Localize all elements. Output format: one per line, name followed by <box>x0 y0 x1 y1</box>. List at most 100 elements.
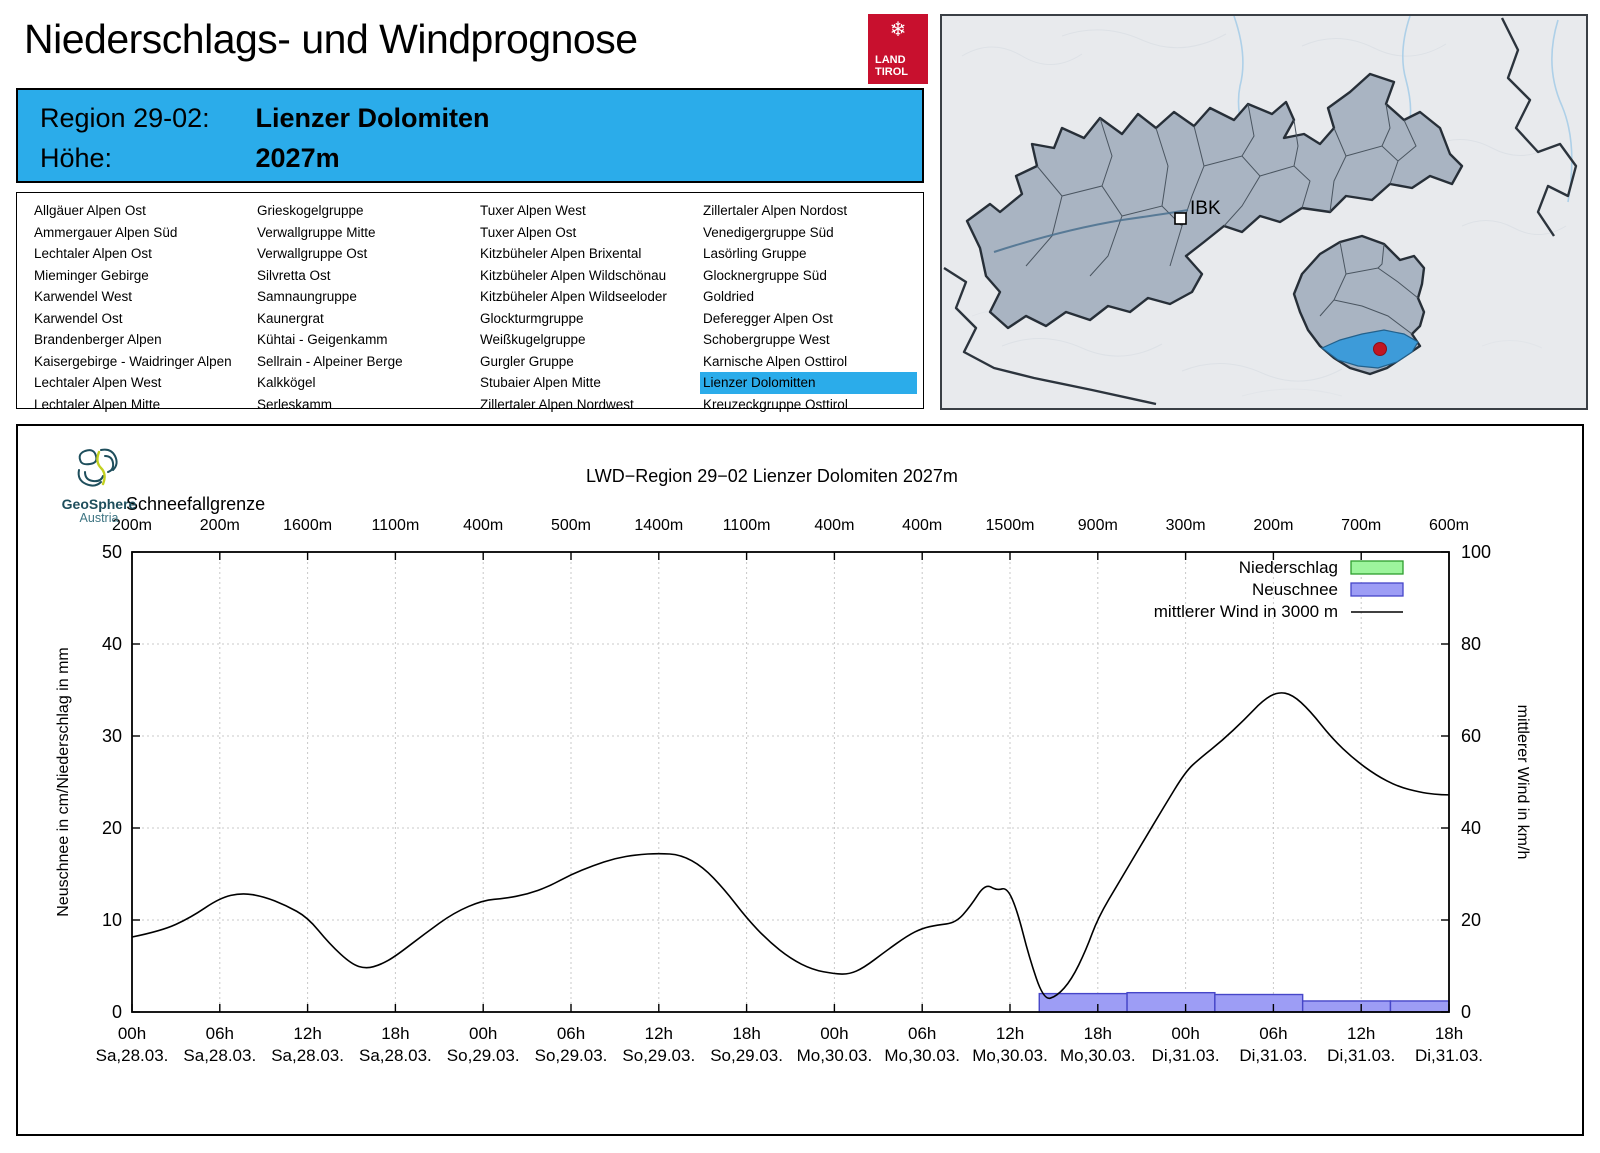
x-date-label: Di,31.03. <box>1327 1046 1395 1065</box>
map-selected-region[interactable] <box>1320 329 1419 369</box>
y-left-tick-label: 40 <box>102 634 122 654</box>
snowline-value: 200m <box>200 517 240 534</box>
x-date-label: So,29.03. <box>710 1046 783 1065</box>
region-list-item[interactable]: Weißkugelgruppe <box>480 332 586 347</box>
snowline-value: 400m <box>902 517 942 534</box>
logo-line2: TIROL <box>875 66 908 78</box>
region-list-item[interactable]: Grieskogelgruppe <box>257 203 364 218</box>
region-list-item[interactable]: Zillertaler Alpen Nordwest <box>480 396 634 412</box>
chart-title: LWD−Region 29−02 Lienzer Dolomiten 2027m <box>586 466 958 486</box>
region-list-item[interactable]: Sellrain - Alpeiner Berge <box>257 353 403 369</box>
y-left-tick-label: 50 <box>102 542 122 562</box>
legend-label: Neuschnee <box>1252 580 1338 599</box>
geosphere-logo: GeoSphere Austria <box>54 446 144 526</box>
x-date-label: Sa,28.03. <box>96 1046 169 1065</box>
neuschnee-bar <box>1038 992 1128 1013</box>
region-list-column: Allgäuer Alpen Ost Ammergauer Alpen Süd Le… <box>31 200 254 412</box>
region-list-item[interactable]: Lechtaler Alpen West <box>34 375 162 390</box>
snowline-value: 400m <box>463 517 503 534</box>
map-svg: IBK <box>943 16 1578 406</box>
region-list-item[interactable]: Ammergauer Alpen Süd <box>34 224 178 240</box>
region-list-item[interactable]: Kühtai - Geigenkamm <box>257 332 388 347</box>
y-right-tick-label: 80 <box>1461 634 1481 654</box>
x-hour-label: 18h <box>381 1024 409 1043</box>
inn-river-line <box>993 209 1189 253</box>
region-list-item[interactable]: Kalkkögel <box>257 375 316 390</box>
region-list-item[interactable]: Verwallgruppe Ost <box>257 246 368 261</box>
region-list-item[interactable]: Kaunergrat <box>257 310 324 326</box>
altitude-label: Höhe: <box>40 143 113 173</box>
map-region-east-tirol <box>1292 234 1426 376</box>
region-list-item[interactable]: Glocknergruppe Süd <box>703 267 827 283</box>
region-list-item[interactable]: Stubaier Alpen Mitte <box>480 375 601 390</box>
region-list-item[interactable]: Tuxer Alpen Ost <box>480 224 577 240</box>
snowline-value: 300m <box>1166 517 1206 534</box>
y-right-tick-label: 40 <box>1461 818 1481 838</box>
y-left-axis-title: Neuschnee in cm/Niederschlag in mm <box>55 647 72 916</box>
region-list-item[interactable]: Lechtaler Alpen Mitte <box>34 396 161 412</box>
legend-swatch-box <box>1350 582 1404 597</box>
region-list-item[interactable]: Mieminger Gebirge <box>34 267 149 283</box>
region-list-item[interactable]: Gurgler Gruppe <box>480 353 574 369</box>
region-list-column: Tuxer Alpen West Tuxer Alpen Ost Kitzbühel… <box>477 200 700 412</box>
x-hour-label: 12h <box>645 1024 673 1043</box>
snowline-value: 200m <box>112 517 152 534</box>
snowline-value: 1400m <box>634 517 683 534</box>
x-date-label: So,29.03. <box>447 1046 520 1065</box>
legend-label: mittlerer Wind in 3000 m <box>1154 602 1338 621</box>
region-list-item[interactable]: Allgäuer Alpen Ost <box>34 203 146 218</box>
region-list-item[interactable]: Goldried <box>703 289 755 304</box>
region-list-column: Zillertaler Alpen Nordost Venedigergruppe… <box>700 200 923 412</box>
y-left-tick-label: 20 <box>102 818 122 838</box>
region-list-item[interactable]: Samnaungruppe <box>257 289 357 304</box>
snowline-value: 1100m <box>723 517 771 534</box>
region-list-item[interactable]: Brandenberger Alpen <box>34 332 162 347</box>
x-date-label: Mo,30.03. <box>797 1046 873 1065</box>
region-list-item[interactable]: Karnische Alpen Osttirol <box>703 353 848 369</box>
x-hour-label: 00h <box>118 1024 146 1043</box>
geosphere-name: GeoSphere <box>61 496 137 512</box>
x-date-label: Mo,30.03. <box>972 1046 1048 1065</box>
region-list-item[interactable]: Glockturmgruppe <box>480 310 584 326</box>
x-hour-label: 12h <box>996 1024 1024 1043</box>
geosphere-logo-icon <box>77 448 118 487</box>
region-list-item[interactable]: Lechtaler Alpen Ost <box>34 246 152 261</box>
y-left-tick-label: 0 <box>112 1002 122 1022</box>
region-list-item[interactable]: Kitzbüheler Alpen Wildschönau <box>480 267 667 283</box>
region-list-item[interactable]: Lienzer Dolomitten <box>700 372 917 394</box>
region-label: Region 29-02: <box>40 103 210 133</box>
region-list-item[interactable]: Deferegger Alpen Ost <box>703 310 833 326</box>
region-list-column: Grieskogelgruppe Verwallgruppe Mitte Verwa… <box>254 200 477 412</box>
snowline-value: 1600m <box>283 517 332 534</box>
snowline-value: 200m <box>1253 517 1293 534</box>
region-list-item[interactable]: Lasörling Gruppe <box>703 246 807 261</box>
region-list-item[interactable]: Kreuzeckgruppe Osttirol <box>703 396 848 412</box>
snowline-value: 900m <box>1078 517 1118 534</box>
y-right-tick-label: 100 <box>1461 542 1491 562</box>
region-list-item[interactable]: Schobergruppe West <box>703 332 830 347</box>
region-list-item[interactable]: Verwallgruppe Mitte <box>257 224 376 240</box>
region-list-item[interactable]: Kitzbüheler Alpen Wildseeloder <box>480 289 667 304</box>
region-list-item[interactable]: Zillertaler Alpen Nordost <box>703 203 848 218</box>
x-hour-label: 06h <box>206 1024 234 1043</box>
river-line <box>1551 19 1573 203</box>
region-list-item[interactable]: Venedigergruppe Süd <box>703 224 834 240</box>
region-list-item[interactable]: Karwendel West <box>34 289 133 304</box>
x-hour-label: 06h <box>908 1024 936 1043</box>
x-hour-label: 18h <box>732 1024 760 1043</box>
snowflake-icon: ❄ <box>889 19 907 41</box>
x-date-label: Di,31.03. <box>1239 1046 1307 1065</box>
x-date-label: Sa,28.03. <box>271 1046 344 1065</box>
land-tirol-logo: ❄ LAND TIROL <box>868 14 928 84</box>
y-right-tick-label: 60 <box>1461 726 1481 746</box>
ibk-marker: IBK <box>1174 198 1221 225</box>
x-date-label: Di,31.03. <box>1152 1046 1220 1065</box>
region-list-item[interactable]: Silvretta Ost <box>257 267 331 283</box>
region-list-item[interactable]: Karwendel Ost <box>34 310 123 326</box>
region-list-item[interactable]: Kaisergebirge - Waidringer Alpen <box>34 353 232 369</box>
plot-frame <box>131 551 1450 1013</box>
x-date-label: Sa,28.03. <box>359 1046 432 1065</box>
region-list-item[interactable]: Kitzbüheler Alpen Brixental <box>480 246 642 261</box>
region-list-item[interactable]: Tuxer Alpen West <box>480 203 586 218</box>
region-list-item[interactable]: Serleskamm <box>257 396 333 412</box>
